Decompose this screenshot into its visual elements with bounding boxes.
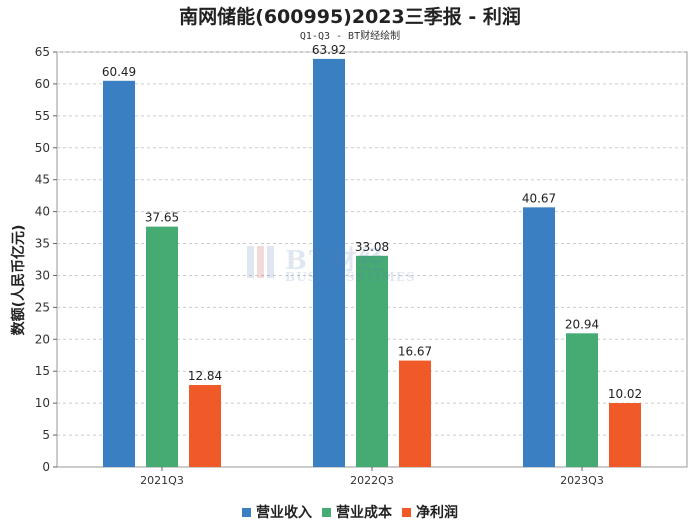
y-tick-label: 40 [35, 205, 50, 219]
data-label: 40.67 [522, 191, 556, 205]
y-tick-label: 10 [35, 396, 50, 410]
y-tick-label: 50 [35, 141, 50, 155]
legend-item: 营业收入 [242, 502, 312, 522]
bar-2022Q3-营业收入 [313, 58, 345, 467]
data-labels: 60.49 37.65 12.84 63.92 33.08 16.67 40.67 20.94… [102, 43, 642, 401]
legend-label: 营业成本 [336, 505, 392, 521]
legend-swatch [242, 507, 251, 517]
data-label: 12.84 [188, 369, 222, 383]
x-tick-label: 2022Q3 [350, 474, 394, 487]
y-tick-label: 15 [35, 364, 50, 378]
bar-2022Q3-营业成本 [356, 255, 388, 467]
chart-subtitle: Q1-Q3 - BT财经绘制 [299, 31, 401, 42]
x-tick-label: 2021Q3 [140, 474, 184, 487]
data-label: 63.92 [312, 43, 346, 57]
bar-2021Q3-净利润 [189, 385, 221, 467]
legend-label: 营业收入 [256, 505, 312, 521]
y-tick-label: 35 [35, 237, 50, 251]
legend: 营业收入 营业成本 净利润 [0, 502, 700, 522]
y-tick-label: 65 [35, 45, 50, 59]
data-label: 60.49 [102, 65, 136, 79]
legend-swatch [322, 507, 331, 517]
data-label: 37.65 [145, 211, 179, 225]
legend-label: 净利润 [416, 505, 458, 521]
data-label: 10.02 [608, 387, 642, 401]
y-tick-label: 60 [35, 77, 50, 91]
y-tick-label: 25 [35, 300, 50, 314]
y-tick-label: 5 [42, 428, 50, 442]
legend-item: 净利润 [402, 502, 458, 522]
y-tick-label: 45 [35, 173, 50, 187]
legend-item: 营业成本 [322, 502, 392, 522]
bars [103, 58, 641, 467]
bar-2023Q3-营业收入 [523, 207, 555, 467]
bar-2021Q3-营业成本 [146, 226, 178, 467]
y-axis-label: 数额(人民币亿元) [11, 224, 27, 336]
y-tick-label: 55 [35, 109, 50, 123]
y-tick-label: 20 [35, 332, 50, 346]
y-tick-label: 30 [35, 268, 50, 282]
chart-title: 南网储能(600995)2023三季报 - 利润 [179, 6, 521, 28]
y-axis-ticks: 0 5 10 15 20 25 30 35 40 45 50 55 60 65 [35, 45, 57, 474]
bar-2023Q3-净利润 [609, 403, 641, 467]
y-tick-label: 0 [42, 460, 50, 474]
x-axis-ticks: 2021Q3 2022Q3 2023Q3 [140, 467, 604, 487]
bar-2022Q3-净利润 [399, 360, 431, 467]
x-tick-label: 2023Q3 [560, 474, 604, 487]
legend-swatch [402, 507, 411, 517]
data-label: 20.94 [565, 317, 599, 331]
data-label: 16.67 [398, 345, 432, 359]
data-label: 33.08 [355, 240, 389, 254]
bar-2023Q3-营业成本 [566, 333, 598, 467]
bar-2021Q3-营业收入 [103, 80, 135, 467]
